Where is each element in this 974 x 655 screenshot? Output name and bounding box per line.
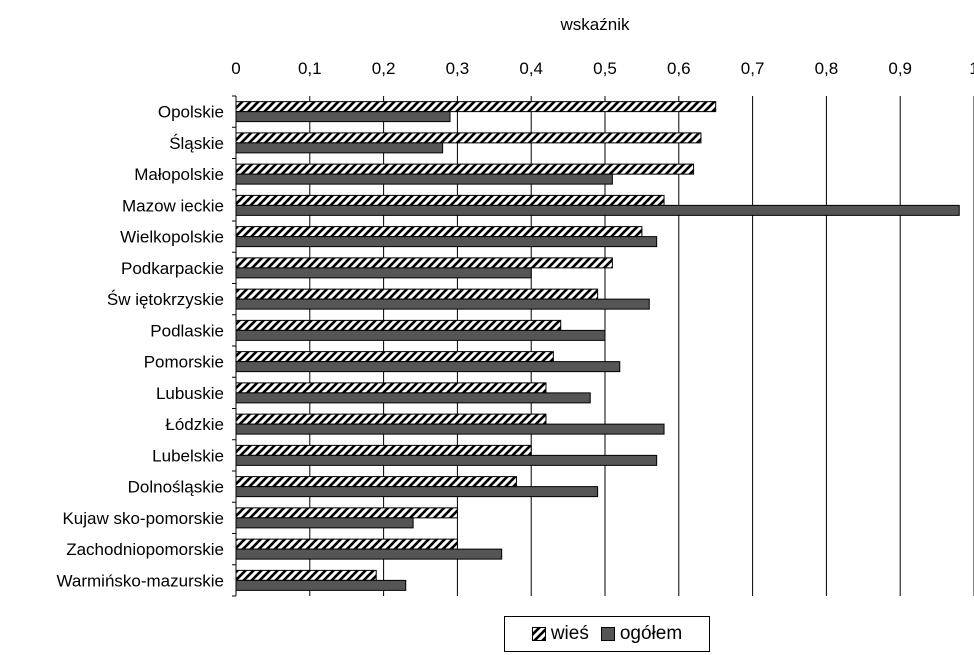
x-tick-label: 0,2 [372, 59, 396, 78]
x-tick-label: 0,4 [519, 59, 543, 78]
bar-ogolem [235, 548, 503, 560]
bar-wies [235, 351, 554, 363]
bar-ogolem [235, 579, 407, 591]
bar-wies [235, 163, 695, 175]
legend: wieś ogółem [504, 616, 710, 652]
x-tick-label: 0,3 [446, 59, 470, 78]
x-tick-label: 1 [969, 59, 974, 78]
bar-wies [235, 476, 517, 488]
bar-wies [235, 288, 599, 300]
bar-wies [235, 413, 547, 425]
category-label: Lubuskie [156, 384, 224, 403]
category-label: Pomorskie [144, 353, 224, 372]
bar-ogolem [235, 173, 613, 185]
bar-wies [235, 569, 377, 581]
legend-item-ogolem: ogółem [600, 623, 683, 645]
x-axis-title: wskaźnik [560, 15, 630, 34]
category-label: Kujaw sko-pomorskie [62, 509, 224, 528]
category-label: Wielkopolskie [120, 228, 224, 247]
bar-ogolem [235, 142, 444, 154]
bar-ogolem [235, 236, 658, 248]
legend-swatch-ogolem [600, 627, 615, 641]
category-label: Podkarpackie [121, 259, 224, 278]
bar-ogolem [235, 204, 960, 216]
category-label: Św iętokrzyskie [107, 290, 224, 309]
bar-wies [235, 319, 562, 331]
category-label: Łódzkie [165, 415, 224, 434]
bar-wies [235, 226, 643, 238]
x-tick-label: 0,7 [741, 59, 765, 78]
bar-ogolem [235, 111, 451, 123]
bar-ogolem [235, 329, 606, 341]
bar-ogolem [235, 423, 665, 435]
x-tick-label: 0,1 [298, 59, 322, 78]
plot-area: wskaźnik 0 0,1 0,2 0,3 0,4 0,5 0,6 0,7 0,8 0,9 1 Opo… [56, 15, 974, 597]
legend-label-wies: wieś [550, 623, 589, 644]
x-tick-label: 0,8 [815, 59, 839, 78]
legend-label-ogolem: ogółem [619, 623, 683, 644]
legend-item-wies: wieś [531, 623, 589, 645]
category-label: Lubelskie [152, 446, 224, 465]
x-tick-label: 0 [231, 59, 240, 78]
category-label: Warmińsko-mazurskie [56, 571, 224, 590]
bar-wies [235, 257, 613, 269]
category-label: Zachodniopomorskie [66, 540, 224, 559]
bar-ogolem [235, 361, 621, 373]
category-label: Śląskie [169, 134, 224, 153]
bar-wies [235, 101, 717, 113]
bar-ogolem [235, 392, 591, 404]
bar-wies [235, 538, 458, 550]
x-tick-label: 0,6 [667, 59, 691, 78]
bar-ogolem [235, 267, 532, 279]
bar-wies [235, 444, 532, 456]
legend-swatch-wies [531, 627, 546, 641]
category-label: Mazow ieckie [122, 196, 224, 215]
x-tick-label: 0,9 [888, 59, 912, 78]
bar-ogolem [235, 298, 650, 310]
bar-ogolem [235, 486, 599, 498]
category-label: Małopolskie [134, 165, 224, 184]
x-tick-label: 0,5 [593, 59, 617, 78]
bar-ogolem [235, 517, 414, 529]
bar-wies [235, 507, 458, 519]
category-label: Opolskie [158, 103, 224, 122]
bar-ogolem [235, 454, 658, 466]
bar-wies [235, 194, 665, 206]
category-label: Dolnośląskie [128, 478, 224, 497]
category-label: Podlaskie [150, 321, 224, 340]
bar-wies [235, 382, 547, 394]
bar-wies [235, 132, 702, 144]
